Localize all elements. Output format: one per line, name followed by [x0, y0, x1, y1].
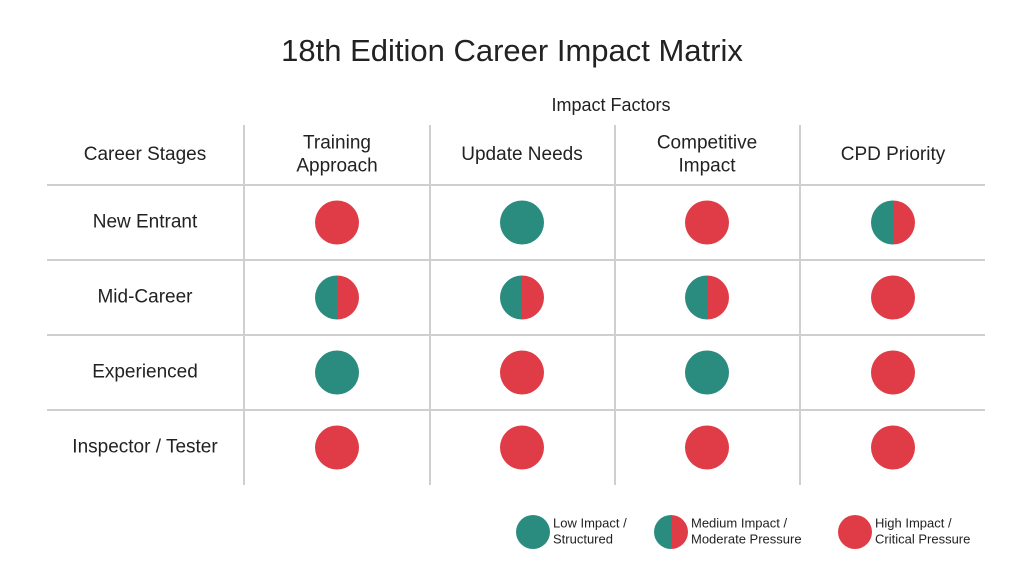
impact-disc	[500, 200, 544, 245]
impact-disc	[871, 350, 915, 395]
row-label: Inspector / Tester	[72, 437, 218, 458]
column-header: Competitive	[657, 133, 757, 154]
disc-part	[315, 275, 337, 320]
impact-disc	[871, 425, 915, 470]
disc-part	[893, 200, 916, 245]
impact-disc	[685, 350, 729, 395]
column-header: Update Needs	[461, 144, 582, 165]
disc-part	[315, 425, 359, 470]
disc-part	[685, 350, 729, 395]
legend-label: Critical Pressure	[875, 531, 970, 546]
disc-part	[315, 350, 359, 395]
page-title: 18th Edition Career Impact Matrix	[281, 33, 743, 68]
impact-disc	[315, 350, 359, 395]
corner-header: Career Stages	[84, 144, 207, 165]
legend-disc	[516, 515, 550, 549]
disc-part	[516, 515, 550, 549]
impact-disc	[500, 350, 544, 395]
disc-part	[838, 515, 872, 549]
column-header: Training	[303, 133, 371, 154]
impact-disc	[685, 275, 729, 320]
disc-part	[871, 425, 915, 470]
legend-label: High Impact /	[875, 515, 952, 530]
legend-label: Structured	[553, 531, 613, 546]
disc-part	[654, 515, 671, 549]
disc-part	[871, 350, 915, 395]
column-header: Impact	[678, 156, 736, 177]
disc-part	[871, 200, 893, 245]
impact-disc	[500, 425, 544, 470]
impact-disc	[871, 275, 915, 320]
disc-part	[522, 275, 544, 320]
column-header: CPD Priority	[841, 144, 946, 165]
disc-part	[871, 275, 915, 320]
legend-label: Medium Impact /	[691, 515, 787, 530]
impact-disc	[315, 425, 359, 470]
group-header: Impact Factors	[551, 95, 670, 115]
legend-label: Low Impact /	[553, 515, 627, 530]
impact-disc	[871, 200, 916, 245]
legend-disc	[838, 515, 872, 549]
legend-disc	[654, 515, 688, 549]
disc-part	[685, 200, 729, 245]
impact-disc	[685, 425, 729, 470]
disc-part	[685, 425, 729, 470]
row-label: Experienced	[92, 362, 198, 383]
disc-part	[671, 515, 688, 549]
legend-label: Moderate Pressure	[691, 531, 802, 546]
disc-part	[685, 275, 707, 320]
column-header: Approach	[296, 156, 377, 177]
disc-part	[315, 200, 359, 245]
row-label: Mid-Career	[97, 287, 193, 308]
impact-disc	[315, 200, 359, 245]
impact-disc	[500, 275, 544, 320]
disc-part	[500, 425, 544, 470]
disc-part	[500, 200, 544, 245]
disc-part	[337, 275, 359, 320]
impact-disc	[315, 275, 359, 320]
disc-part	[500, 275, 522, 320]
row-label: New Entrant	[93, 212, 198, 233]
impact-disc	[685, 200, 729, 245]
disc-part	[707, 275, 729, 320]
disc-part	[500, 350, 544, 395]
